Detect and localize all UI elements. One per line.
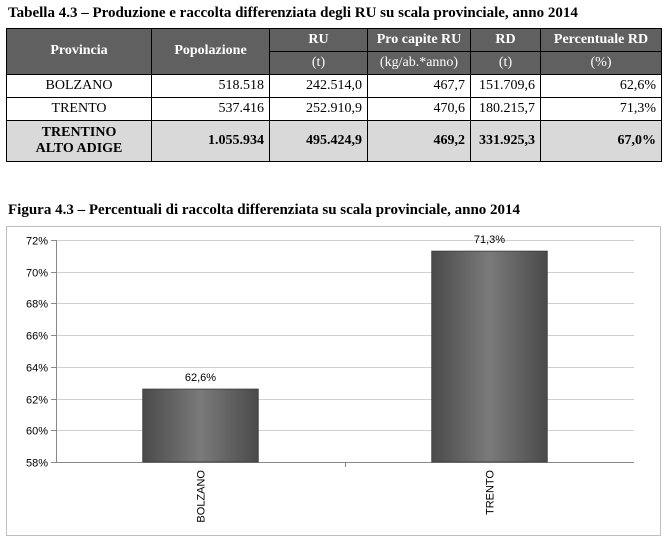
cell-total-perc: 67,0% bbox=[540, 120, 662, 162]
y-tick-label: 68% bbox=[26, 299, 48, 311]
y-tick-label: 62% bbox=[26, 395, 48, 407]
cell-perc: 71,3% bbox=[540, 97, 662, 121]
cell-total-popolazione: 1.055.934 bbox=[151, 120, 270, 162]
table-total-row: TRENTINO ALTO ADIGE 1.055.934 495.424,9 4… bbox=[6, 120, 662, 162]
y-tick-label: 60% bbox=[26, 426, 48, 438]
cell-total-rd: 331.925,3 bbox=[470, 120, 541, 162]
unit-ru: (t) bbox=[269, 51, 368, 75]
cell-popolazione: 518.518 bbox=[151, 74, 270, 98]
header-popolazione: Popolazione bbox=[151, 28, 270, 75]
cell-perc: 62,6% bbox=[540, 74, 662, 98]
cell-procapite: 470,6 bbox=[367, 97, 471, 121]
cell-ru: 252.910,9 bbox=[269, 97, 368, 121]
x-category-label: TRENTO bbox=[485, 470, 497, 515]
bar-chart: 58% 60% 62% 64% 66% 68% 70% 72% 62,6% BOLZANO 71,… bbox=[6, 226, 661, 536]
cell-procapite: 467,7 bbox=[367, 74, 471, 98]
cell-total-procapite: 469,2 bbox=[367, 120, 471, 162]
cell-name: TRENTO bbox=[6, 97, 152, 121]
cell-rd: 151.709,6 bbox=[470, 74, 541, 98]
cell-total-ru: 495.424,9 bbox=[269, 120, 368, 162]
header-ru: RU bbox=[269, 28, 368, 52]
header-procapite: Pro capite RU bbox=[367, 28, 471, 52]
header-provincia: Provincia bbox=[6, 28, 152, 75]
cell-ru: 242.514,0 bbox=[269, 74, 368, 98]
table-header-row: Provincia Popolazione RU Pro capite RU R… bbox=[6, 28, 662, 75]
table-row: BOLZANO 518.518 242.514,0 467,7 151.709,… bbox=[6, 74, 662, 98]
table-row: TRENTO 537.416 252.910,9 470,6 180.215,7… bbox=[6, 97, 662, 121]
chart-frame bbox=[6, 226, 661, 536]
figure-caption: Figura 4.3 – Percentuali di raccolta dif… bbox=[8, 202, 521, 218]
y-tick-label: 66% bbox=[26, 331, 48, 343]
header-rd: RD bbox=[470, 28, 541, 52]
header-perc: Percentuale RD bbox=[540, 28, 662, 52]
cell-name: BOLZANO bbox=[6, 74, 152, 98]
table-unit-row: (t) (kg/ab.*anno) (t) (%) bbox=[7, 51, 662, 75]
data-label: 71,3% bbox=[474, 234, 505, 246]
y-tick-label: 58% bbox=[26, 458, 48, 470]
total-name-line1: TRENTINO bbox=[41, 124, 117, 140]
data-table: Provincia Popolazione RU Pro capite RU R… bbox=[6, 28, 662, 162]
unit-rd: (t) bbox=[470, 51, 541, 75]
data-label: 62,6% bbox=[185, 372, 216, 384]
y-tick-label: 72% bbox=[26, 236, 48, 248]
total-name-line2: ALTO ADIGE bbox=[35, 141, 123, 156]
table-caption: Tabella 4.3 – Produzione e raccolta diff… bbox=[8, 5, 578, 21]
cell-total-name: TRENTINO ALTO ADIGE bbox=[6, 120, 152, 162]
x-category-label: BOLZANO bbox=[196, 470, 208, 523]
unit-perc: (%) bbox=[540, 51, 662, 75]
unit-procapite: (kg/ab.*anno) bbox=[367, 51, 471, 75]
cell-popolazione: 537.416 bbox=[151, 97, 270, 121]
cell-rd: 180.215,7 bbox=[470, 97, 541, 121]
bar bbox=[142, 388, 259, 463]
y-tick-label: 70% bbox=[26, 268, 48, 280]
y-tick-label: 64% bbox=[26, 363, 48, 375]
bar bbox=[431, 250, 548, 463]
